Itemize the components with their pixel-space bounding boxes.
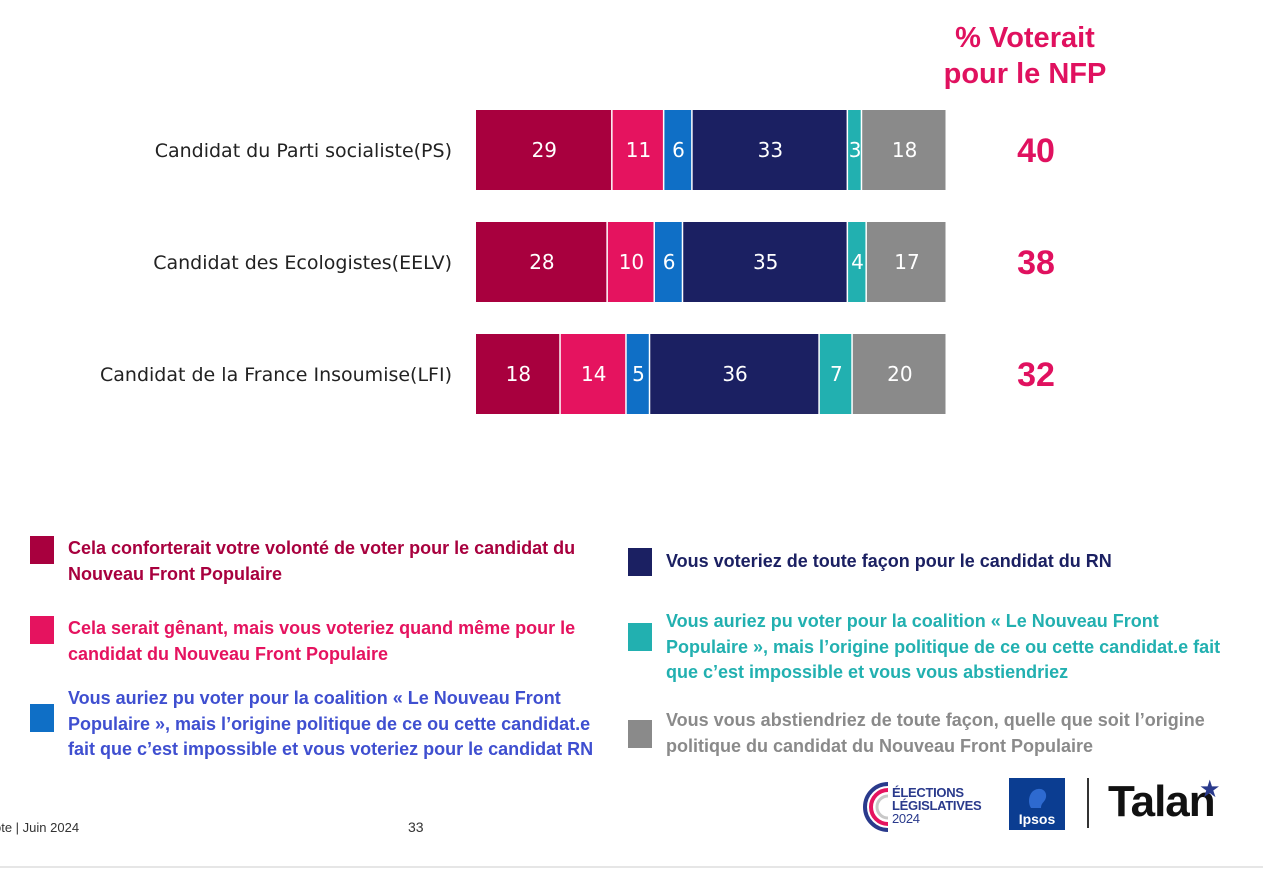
- bar-segment: [654, 222, 682, 302]
- data-label: 35: [753, 250, 778, 274]
- footer-source: ote | Juin 2024: [0, 820, 80, 835]
- data-label: 7: [830, 362, 843, 386]
- page-number: 33: [408, 819, 424, 835]
- data-label: 20: [887, 362, 912, 386]
- bar-segment: [560, 334, 626, 414]
- elections-logo-line1: ÉLECTIONS: [892, 785, 964, 800]
- talan-star-icon: ★: [1199, 776, 1221, 803]
- talan-logo: Talan: [1108, 777, 1216, 826]
- bar-segment: [650, 334, 819, 414]
- elections-legislatives-logo: ÉLECTIONS LÉGISLATIVES 2024: [862, 778, 992, 836]
- nfp-total-value: 32: [1017, 356, 1055, 394]
- legend-label-abstention: Vous vous abstiendriez de toute façon, q…: [666, 710, 1205, 756]
- legend-label-vote-rn-impossible: Vous auriez pu voter pour la coalition «…: [68, 688, 594, 759]
- nfp-column-header: % Voterait pour le NFP: [930, 20, 1120, 92]
- bar-segment: [476, 222, 607, 302]
- data-label: 18: [506, 362, 531, 386]
- legend-item-vote-rn-impossible: Vous auriez pu voter pour la coalition «…: [30, 686, 600, 763]
- bar-segment: [692, 110, 847, 190]
- legend-item-conforterait: Cela conforterait votre volonté de voter…: [30, 536, 600, 587]
- data-label: 3: [849, 138, 862, 162]
- bar-segment: [819, 334, 852, 414]
- bar-segment: [848, 110, 861, 190]
- data-label: 6: [672, 138, 685, 162]
- data-label: 18: [892, 138, 917, 162]
- ipsos-logo: Ipsos: [1009, 778, 1065, 830]
- legend-swatch-vote-rn-impossible: [30, 704, 54, 732]
- category-label: Candidat de la France Insoumise(LFI): [100, 364, 452, 386]
- bar-segment: [612, 110, 663, 190]
- legend-swatch-abstention-impossible: [628, 623, 652, 651]
- legend-item-abstention-impossible: Vous auriez pu voter pour la coalition «…: [628, 609, 1228, 686]
- nfp-total-value: 40: [1017, 132, 1055, 170]
- data-label: 17: [894, 250, 919, 274]
- bar-segment: [866, 222, 946, 302]
- category-label: Candidat du Parti socialiste(PS): [155, 140, 452, 162]
- bar-segment: [607, 222, 654, 302]
- bar-segment: [476, 110, 612, 190]
- data-label: 36: [722, 362, 747, 386]
- bottom-rule: [0, 866, 1263, 868]
- logo-divider: [1087, 778, 1089, 828]
- elections-logo-line2: LÉGISLATIVES: [892, 798, 982, 813]
- legend-label-abstention-impossible: Vous auriez pu voter pour la coalition «…: [666, 611, 1221, 682]
- bar-segment: [476, 334, 560, 414]
- elections-logo-line3: 2024: [892, 811, 920, 826]
- ipsos-logo-text: Ipsos: [1018, 811, 1056, 827]
- bar-segment: [862, 110, 946, 190]
- legend-swatch-genant: [30, 616, 54, 644]
- legend-swatch-rn: [628, 548, 652, 576]
- bar-segment: [626, 334, 649, 414]
- data-label: 28: [529, 250, 554, 274]
- legend-swatch-conforterait: [30, 536, 54, 564]
- data-label: 14: [581, 362, 606, 386]
- data-label: 33: [758, 138, 783, 162]
- legend-item-abstention: Vous vous abstiendriez de toute façon, q…: [628, 708, 1253, 759]
- nfp-header-line1: % Voterait: [955, 22, 1095, 54]
- data-label: 4: [851, 250, 864, 274]
- ipsos-head-icon: [1029, 788, 1047, 808]
- legend-item-rn: Vous voteriez de toute façon pour le can…: [628, 548, 1228, 576]
- legend-label-genant: Cela serait gênant, mais vous voteriez q…: [68, 618, 576, 664]
- data-label: 11: [626, 138, 651, 162]
- category-label: Candidat des Ecologistes(EELV): [153, 252, 452, 274]
- legend-label-rn: Vous voteriez de toute façon pour le can…: [666, 551, 1112, 571]
- legend-swatch-abstention: [628, 720, 652, 748]
- legend-label-conforterait: Cela conforterait votre volonté de voter…: [68, 538, 576, 584]
- bar-segment: [848, 222, 866, 302]
- data-label: 29: [532, 138, 557, 162]
- bar-segment: [664, 110, 692, 190]
- data-label: 6: [663, 250, 676, 274]
- elections-arc-icon: [863, 782, 889, 832]
- legend-item-genant: Cela serait gênant, mais vous voteriez q…: [30, 616, 600, 667]
- nfp-total-value: 38: [1017, 244, 1055, 282]
- bar-segment: [683, 222, 847, 302]
- bar-segment: [852, 334, 946, 414]
- data-label: 10: [619, 250, 644, 274]
- data-label: 5: [632, 362, 645, 386]
- nfp-header-line2: pour le NFP: [943, 58, 1107, 90]
